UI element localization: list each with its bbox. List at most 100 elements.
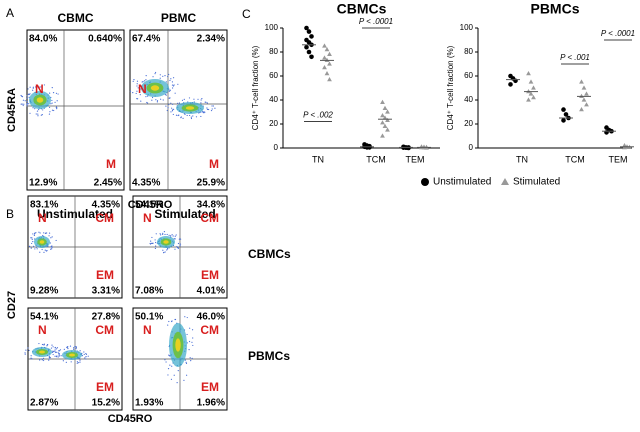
gate-label: CM xyxy=(95,323,114,337)
event-dot xyxy=(151,236,153,239)
event-dot xyxy=(39,232,41,234)
data-point xyxy=(531,95,536,100)
event-dot xyxy=(58,354,60,356)
event-dot xyxy=(31,237,33,239)
annotation: P < .0001 xyxy=(359,17,393,26)
event-dot xyxy=(211,105,213,107)
event-dot xyxy=(75,348,77,350)
event-dot xyxy=(23,103,25,105)
quadrant-value: 1.96% xyxy=(197,398,225,409)
event-dot xyxy=(188,349,190,351)
event-dot xyxy=(207,108,210,111)
event-dot xyxy=(152,242,154,244)
event-dot xyxy=(26,102,29,104)
event-dot xyxy=(174,248,176,250)
legend-marker xyxy=(421,178,429,186)
event-dot xyxy=(36,110,39,112)
event-dot xyxy=(77,362,80,364)
event-dot xyxy=(79,350,81,352)
data-point xyxy=(406,145,411,151)
event-dot xyxy=(166,249,168,251)
data-point xyxy=(306,49,312,55)
event-dot xyxy=(171,81,173,83)
event-dot xyxy=(159,233,161,235)
event-dot xyxy=(177,370,179,372)
event-dot xyxy=(54,101,56,103)
event-dot xyxy=(136,85,138,87)
event-dot xyxy=(152,76,154,78)
event-dot xyxy=(27,88,29,90)
event-dot xyxy=(26,97,28,99)
event-dot xyxy=(41,359,43,361)
event-dot xyxy=(149,242,151,245)
event-dot xyxy=(26,95,28,97)
y-tick-label: 60 xyxy=(269,71,278,80)
y-tick-label: 20 xyxy=(464,119,473,128)
event-dot xyxy=(186,333,188,336)
data-point xyxy=(380,113,385,118)
data-point xyxy=(584,102,589,107)
x-tick-label: TCM xyxy=(565,154,585,164)
event-dot xyxy=(176,382,178,384)
event-dot xyxy=(186,316,188,319)
event-dot xyxy=(189,114,191,117)
event-dot xyxy=(129,90,132,92)
event-dot xyxy=(67,346,69,348)
data-point xyxy=(309,54,314,60)
event-dot xyxy=(52,350,54,352)
event-dot xyxy=(56,355,58,357)
event-dot xyxy=(192,115,194,117)
event-dot xyxy=(154,239,156,241)
event-dot xyxy=(168,97,170,99)
data-point xyxy=(579,79,584,84)
event-dot xyxy=(145,75,147,77)
event-dot xyxy=(43,84,45,86)
event-dot xyxy=(36,248,38,250)
event-dot xyxy=(20,103,22,105)
chart-title: CBMCs xyxy=(337,1,387,17)
event-dot xyxy=(33,234,35,236)
annotation: P < .002 xyxy=(303,111,333,120)
event-dot xyxy=(58,350,60,352)
event-dot xyxy=(43,343,45,345)
event-dot xyxy=(211,108,213,110)
event-dot xyxy=(22,104,24,107)
event-dot xyxy=(59,349,62,351)
event-dot xyxy=(154,71,157,74)
density xyxy=(36,97,44,103)
event-dot xyxy=(51,99,53,102)
event-dot xyxy=(27,347,29,349)
event-dot xyxy=(174,238,176,240)
gate-label: EM xyxy=(201,268,219,282)
gate-label: N xyxy=(38,323,47,337)
event-dot xyxy=(163,252,165,254)
event-dot xyxy=(21,103,23,105)
event-dot xyxy=(177,83,179,85)
gate-label: CM xyxy=(200,211,219,225)
event-dot xyxy=(184,359,186,361)
data-point xyxy=(380,120,385,125)
quadrant-value: 12.9% xyxy=(29,178,57,189)
event-dot xyxy=(171,365,173,367)
event-dot xyxy=(191,357,193,359)
event-dot xyxy=(85,353,88,355)
event-dot xyxy=(41,358,43,360)
event-dot xyxy=(191,329,194,331)
axis-label: CD45RO xyxy=(108,413,153,425)
event-dot xyxy=(151,96,154,99)
event-dot xyxy=(34,108,36,110)
data-point xyxy=(306,29,312,34)
density xyxy=(69,353,75,357)
event-dot xyxy=(167,324,169,326)
event-dot xyxy=(69,345,72,347)
event-dot xyxy=(81,355,84,357)
event-dot xyxy=(32,233,34,235)
gate-label: M xyxy=(209,157,219,171)
y-tick-label: 20 xyxy=(269,119,278,128)
quadrant-value: 54.1% xyxy=(135,200,163,211)
annotation: P < .0001 xyxy=(601,29,635,38)
event-dot xyxy=(179,245,181,247)
data-point xyxy=(322,65,327,70)
event-dot xyxy=(189,357,191,359)
event-dot xyxy=(206,102,208,104)
